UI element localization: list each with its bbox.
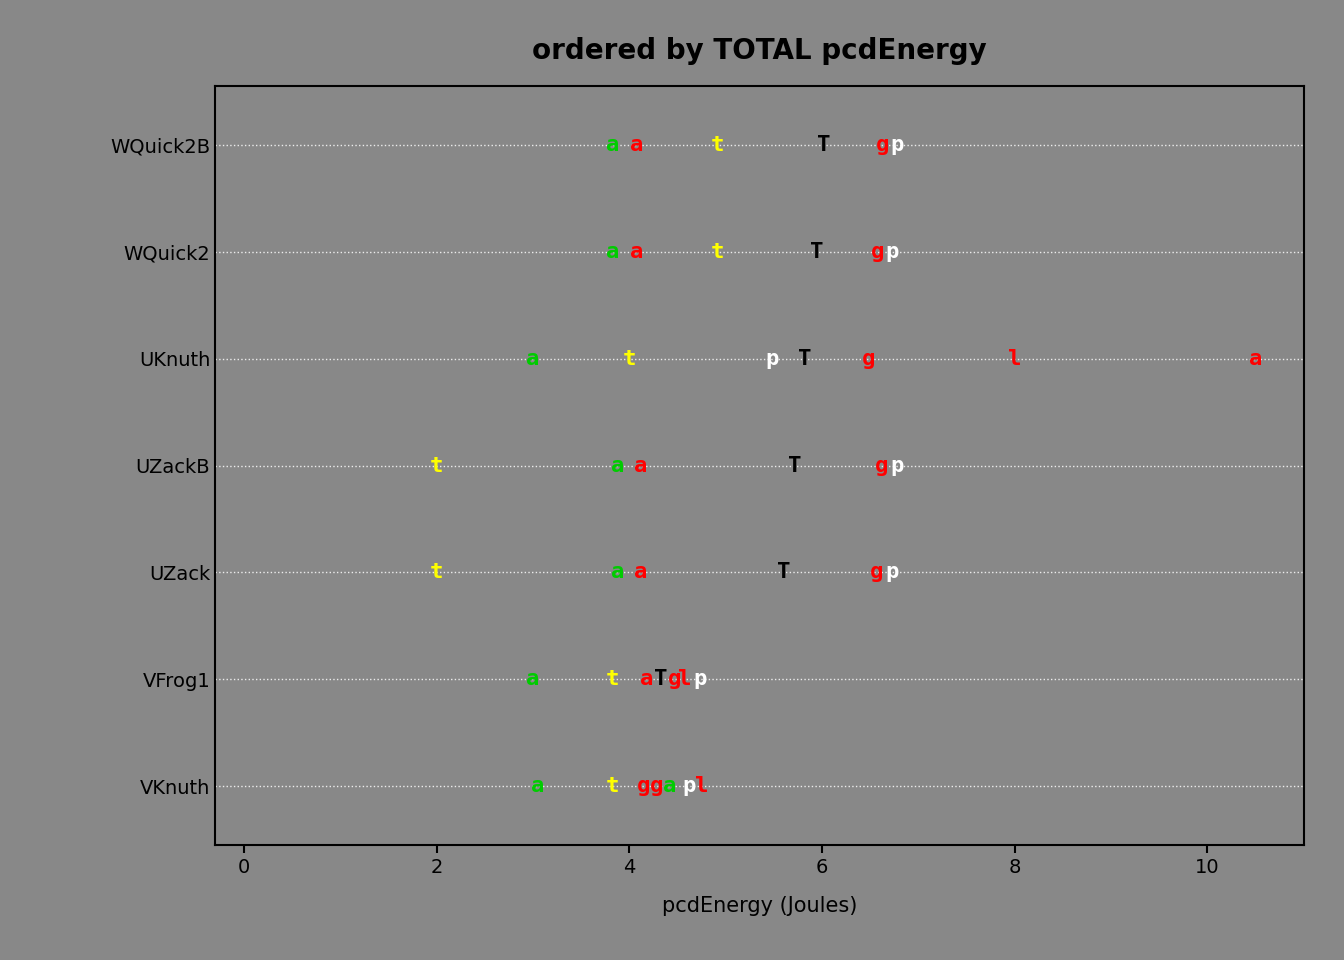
Text: p: p (886, 242, 899, 262)
Text: a: a (640, 669, 653, 689)
Text: a: a (630, 135, 644, 156)
Text: p: p (891, 135, 903, 156)
Text: T: T (817, 135, 831, 156)
Text: t: t (711, 242, 724, 262)
Text: t: t (605, 776, 618, 796)
Text: a: a (527, 348, 540, 369)
Text: a: a (606, 242, 620, 262)
Text: t: t (430, 456, 444, 475)
Text: t: t (622, 348, 636, 369)
Text: p: p (683, 776, 696, 796)
Text: a: a (630, 242, 644, 262)
Text: a: a (663, 776, 676, 796)
Text: a: a (531, 776, 544, 796)
Text: T: T (655, 669, 668, 689)
Text: T: T (789, 456, 801, 475)
Text: g: g (875, 456, 888, 475)
Text: g: g (649, 776, 663, 796)
Text: T: T (777, 563, 790, 583)
Text: l: l (677, 669, 691, 689)
Text: a: a (612, 563, 625, 583)
Text: g: g (637, 776, 650, 796)
Text: a: a (1249, 348, 1262, 369)
Text: a: a (527, 669, 540, 689)
X-axis label: pcdEnergy (Joules): pcdEnergy (Joules) (661, 897, 857, 917)
Title: ordered by TOTAL pcdEnergy: ordered by TOTAL pcdEnergy (532, 36, 986, 64)
Text: g: g (871, 242, 884, 262)
Text: t: t (430, 563, 444, 583)
Text: T: T (798, 348, 812, 369)
Text: l: l (695, 776, 708, 796)
Text: g: g (862, 348, 875, 369)
Text: a: a (612, 456, 625, 475)
Text: g: g (668, 669, 681, 689)
Text: p: p (886, 563, 899, 583)
Text: t: t (711, 135, 724, 156)
Text: T: T (810, 242, 824, 262)
Text: p: p (891, 456, 903, 475)
Text: t: t (605, 669, 618, 689)
Text: g: g (876, 135, 890, 156)
Text: g: g (870, 563, 883, 583)
Text: a: a (634, 563, 648, 583)
Text: p: p (694, 669, 707, 689)
Text: a: a (606, 135, 620, 156)
Text: l: l (1008, 348, 1021, 369)
Text: a: a (634, 456, 648, 475)
Text: p: p (765, 348, 778, 369)
